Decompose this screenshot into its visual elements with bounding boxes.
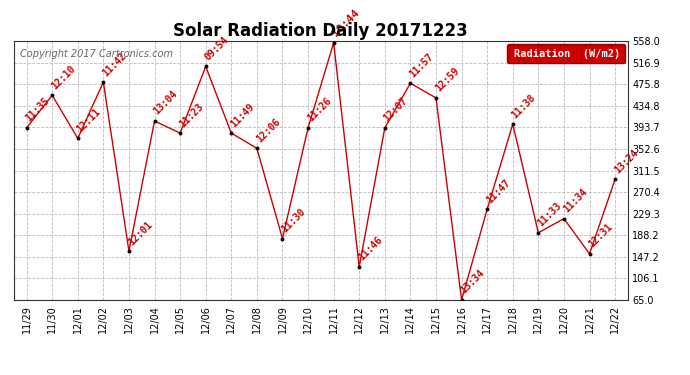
Point [277, 236, 288, 242]
Point [98, 79, 109, 85]
Point [405, 80, 416, 86]
Point [47, 92, 58, 98]
Text: 11:30: 11:30 [279, 207, 308, 234]
Point [200, 63, 211, 69]
Point [482, 206, 493, 212]
Point [251, 146, 262, 152]
Text: 13:24: 13:24 [612, 147, 640, 175]
Text: 11:46: 11:46 [356, 235, 384, 263]
Point [124, 248, 135, 254]
Text: 11:26: 11:26 [305, 96, 333, 124]
Text: 11:57: 11:57 [408, 51, 435, 79]
Point [72, 135, 83, 141]
Text: 12:10: 12:10 [49, 63, 77, 91]
Text: 11:34: 11:34 [561, 187, 589, 214]
Point [456, 297, 467, 303]
Point [226, 130, 237, 136]
Text: 12:59: 12:59 [433, 66, 461, 94]
Text: 11:23: 11:23 [177, 101, 205, 129]
Point [21, 125, 32, 131]
Text: 12:01: 12:01 [126, 219, 154, 247]
Text: 11:35: 11:35 [23, 96, 52, 124]
Text: 13:34: 13:34 [459, 268, 486, 296]
Text: 12:11: 12:11 [75, 106, 103, 134]
Point [507, 121, 518, 127]
Point [431, 95, 442, 101]
Point [328, 40, 339, 46]
Text: 12:07: 12:07 [382, 96, 410, 124]
Text: 12:31: 12:31 [586, 222, 615, 250]
Text: 10:44: 10:44 [331, 8, 362, 39]
Text: 11:47: 11:47 [484, 177, 512, 205]
Point [609, 176, 620, 182]
Legend: Radiation  (W/m2): Radiation (W/m2) [507, 44, 624, 63]
Point [380, 125, 391, 131]
Title: Solar Radiation Daily 20171223: Solar Radiation Daily 20171223 [173, 22, 469, 40]
Point [149, 118, 160, 124]
Point [302, 125, 313, 131]
Text: 11:49: 11:49 [228, 101, 256, 129]
Text: 11:42: 11:42 [101, 50, 128, 78]
Point [175, 130, 186, 136]
Point [354, 264, 365, 270]
Point [533, 230, 544, 236]
Text: 11:33: 11:33 [535, 201, 563, 229]
Point [584, 251, 595, 257]
Text: 12:06: 12:06 [254, 116, 282, 144]
Text: Copyright 2017 Cartronics.com: Copyright 2017 Cartronics.com [20, 49, 173, 59]
Point [558, 216, 569, 222]
Text: 13:04: 13:04 [152, 89, 179, 117]
Text: 09:54: 09:54 [203, 34, 230, 62]
Text: 11:38: 11:38 [510, 92, 538, 120]
